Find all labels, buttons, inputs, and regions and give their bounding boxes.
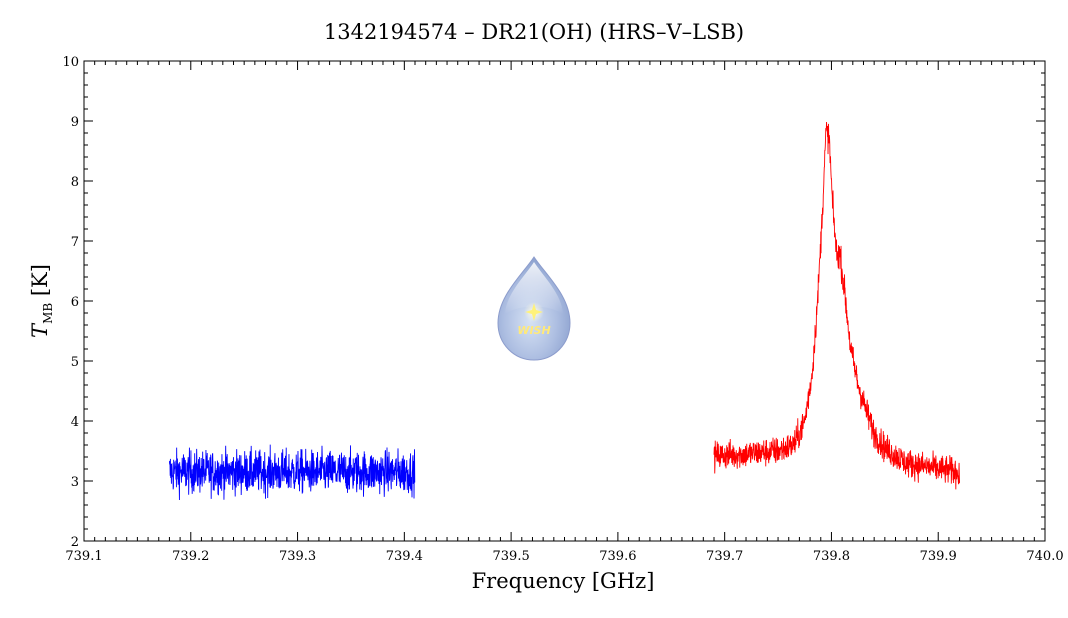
y-tick-label: 4 [71, 415, 79, 430]
y-axis-label-subscript: MB [41, 303, 55, 324]
y-axis-label: TMB [K] [28, 264, 55, 338]
x-tick-label: 739.6 [599, 549, 636, 564]
wish-logo: WISH [497, 256, 571, 361]
y-tick-label: 5 [71, 355, 79, 370]
series-line-blue [168, 444, 416, 501]
water-drop-highlight [505, 262, 563, 314]
y-axis-label-symbol: T [28, 322, 52, 338]
x-tick-label: 739.4 [386, 549, 423, 564]
x-tick-label: 740.0 [1026, 549, 1063, 564]
x-tick-label: 739.2 [172, 549, 209, 564]
star-icon [525, 303, 543, 321]
y-tick-labels: 2 3 4 5 6 7 8 9 10 [62, 55, 79, 550]
x-tick-labels: 739.1 739.2 739.3 739.4 739.5 739.6 739.7 739.8… [65, 549, 1063, 564]
x-tick-label: 739.5 [493, 549, 530, 564]
y-tick-label: 3 [71, 475, 79, 490]
y-tick-label: 8 [71, 175, 79, 190]
y-tick-label: 2 [71, 535, 79, 550]
series-line-red [713, 122, 961, 490]
wish-logo-text: WISH [517, 324, 550, 337]
x-tick-label: 739.7 [706, 549, 743, 564]
series-layer [168, 122, 961, 501]
y-tick-label: 9 [71, 115, 79, 130]
x-tick-label: 739.8 [813, 549, 850, 564]
y-tick-label: 7 [71, 235, 79, 250]
y-tick-label: 10 [62, 55, 79, 70]
y-tick-label: 6 [71, 295, 79, 310]
y-axis-label-unit: [K] [28, 264, 52, 303]
chart-title: 1342194574 – DR21(OH) (HRS–V–LSB) [324, 20, 744, 44]
x-tick-label: 739.1 [65, 549, 102, 564]
x-tick-label: 739.9 [920, 549, 957, 564]
x-axis-label: Frequency [GHz] [472, 569, 655, 593]
axis-ticks [83, 60, 1046, 542]
x-tick-label: 739.3 [279, 549, 316, 564]
